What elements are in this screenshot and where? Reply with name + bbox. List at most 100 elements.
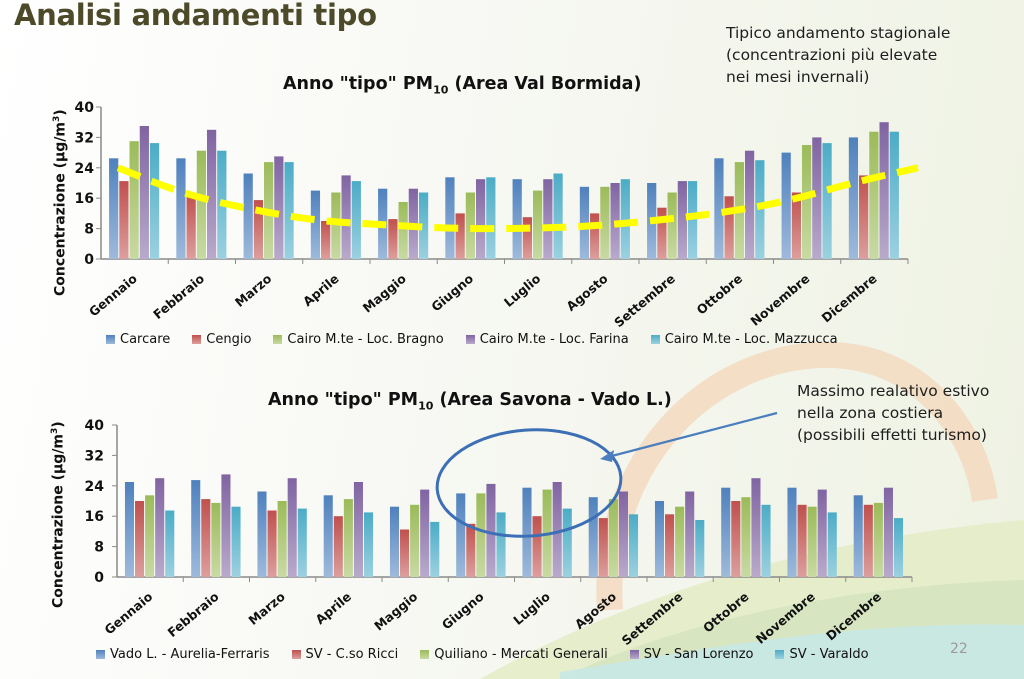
bar-sv-varaldo-gennaio (165, 510, 175, 577)
bar-sv-c-so-ricci-giugno (466, 523, 476, 577)
bar-quiliano-mercati-generali-agosto (608, 499, 618, 577)
bar-cengio-marzo (253, 200, 264, 259)
bar-vado-l-aurelia-ferraris-luglio (522, 487, 532, 577)
bar-quiliano-mercati-generali-ottobre (741, 497, 751, 577)
bar-sv-c-so-ricci-novembre (797, 504, 807, 577)
x-category-label: Settembre (619, 589, 686, 648)
legend-label: Cairo M.te - Loc. Bragno (287, 332, 444, 347)
legend-item: Cengio (192, 332, 251, 347)
y-tick-label: 8 (84, 222, 94, 238)
bar-vado-l-aurelia-ferraris-aprile (323, 495, 333, 577)
bar-cengio-dicembre (859, 175, 869, 259)
chart1-legend: Carcare Cengio Cairo M.te - Loc. Bragno Cai… (106, 332, 860, 347)
legend-label: SV - San Lorenzo (643, 647, 754, 662)
note-summer-maximum: Massimo realativo estivo nella zona cost… (797, 380, 1024, 446)
x-category-label: Maggio (371, 589, 421, 634)
legend-item: SV - C.so Ricci (291, 647, 399, 662)
bar-sv-varaldo-febbraio (231, 506, 241, 577)
legend-label: Cairo M.te - Loc. Mazzucca (664, 332, 838, 347)
bar-cairo-m-te-loc-farina-aprile (341, 175, 351, 259)
x-category-label: Agosto (572, 589, 620, 632)
bar-quiliano-mercati-generali-giugno (476, 493, 486, 577)
legend-swatch-icon (629, 650, 639, 659)
chart1-title: Anno "tipo" PM10 (Area Val Bormida) (283, 74, 641, 97)
bar-cairo-m-te-loc-farina-febbraio (206, 129, 217, 259)
bar-sv-san-lorenzo-luglio (552, 482, 562, 577)
bar-cairo-m-te-loc-mazzucca-agosto (620, 179, 630, 259)
bar-carcare-giugno (445, 177, 455, 259)
bar-sv-varaldo-novembre (827, 512, 837, 577)
note-line: (possibili effetti turismo) (797, 426, 987, 444)
legend-item: Quiliano - Mercati Generali (420, 647, 608, 662)
bar-sv-varaldo-luglio (562, 508, 572, 577)
bar-cairo-m-te-loc-mazzucca-gennaio (149, 143, 160, 259)
legend-swatch-icon (420, 650, 430, 659)
legend-item: Vado L. - Aurelia-Ferraris (96, 647, 270, 662)
note-line: Tipico andamento stagionale (726, 24, 951, 42)
legend-label: Cengio (206, 332, 252, 347)
note-line: nei mesi invernali) (726, 68, 870, 86)
bar-cengio-luglio (522, 217, 533, 259)
bar-sv-varaldo-marzo (297, 508, 307, 577)
bar-sv-varaldo-dicembre (893, 518, 904, 577)
bar-quiliano-mercati-generali-novembre (807, 506, 817, 577)
legend-swatch-icon (96, 650, 105, 659)
chart2-legend: Vado L. - Aurelia-Ferraris SV - C.so Ricc… (96, 647, 891, 662)
trend-line-seasonal (116, 164, 919, 233)
y-tick-label: 24 (85, 479, 105, 495)
bar-cairo-m-te-loc-mazzucca-dicembre (889, 131, 899, 259)
page-number: 22 (950, 641, 968, 657)
chart2-title-main: Anno "tipo" PM (268, 390, 419, 410)
y-tick-label: 24 (75, 161, 95, 177)
y-tick-label: 16 (85, 509, 104, 525)
x-category-label: Marzo (245, 589, 288, 628)
bar-cairo-m-te-loc-mazzucca-novembre (822, 143, 832, 259)
legend-label: Cairo M.te - Loc. Farina (479, 332, 629, 347)
bar-carcare-aprile (310, 190, 321, 259)
legend-label: Quiliano - Mercati Generali (434, 647, 608, 662)
note-line: (concentrazioni più elevate (726, 46, 938, 64)
bar-sv-varaldo-maggio (430, 521, 440, 577)
note-line: nella zona costiera (797, 404, 944, 422)
bar-cairo-m-te-loc-mazzucca-luglio (553, 173, 563, 259)
highlight-ellipse (435, 428, 623, 538)
bar-carcare-marzo (243, 173, 253, 259)
chart2-title: Anno "tipo" PM10 (Area Savona - Vado L.) (268, 390, 672, 413)
bar-sv-c-so-ricci-febbraio (201, 499, 211, 577)
bar-cairo-m-te-loc-farina-settembre (677, 181, 687, 259)
bar-sv-c-so-ricci-maggio (400, 529, 410, 577)
legend-swatch-icon (775, 650, 785, 659)
legend-item: Cairo M.te - Loc. Farina (465, 332, 629, 347)
bar-carcare-luglio (512, 179, 522, 259)
bar-sv-c-so-ricci-gennaio (135, 501, 145, 577)
bar-vado-l-aurelia-ferraris-settembre (654, 501, 665, 577)
bar-cairo-m-te-loc-bragno-settembre (667, 192, 677, 259)
teal-wave-decoration (560, 624, 1024, 679)
chart2-title-tail: (Area Savona - Vado L.) (433, 390, 672, 410)
legend-label: SV - Varaldo (789, 647, 869, 662)
legend-swatch-icon (106, 335, 115, 344)
bar-cairo-m-te-loc-farina-luglio (543, 179, 553, 259)
bar-sv-c-so-ricci-ottobre (731, 501, 741, 577)
bar-sv-c-so-ricci-aprile (333, 516, 343, 577)
bar-carcare-novembre (781, 152, 791, 259)
y-tick-label: 40 (85, 418, 105, 434)
bar-cairo-m-te-loc-farina-ottobre (744, 150, 755, 259)
bar-sv-san-lorenzo-giugno (486, 483, 496, 577)
chart1-title-tail: (Area Val Bormida) (448, 74, 642, 94)
slide-title: Analisi andamenti tipo (14, 0, 377, 32)
bar-sv-san-lorenzo-novembre (817, 489, 827, 577)
legend-label: SV - C.so Ricci (305, 647, 399, 662)
bar-carcare-ottobre (714, 158, 724, 259)
bar-cairo-m-te-loc-bragno-agosto (600, 186, 610, 259)
bar-cengio-aprile (321, 221, 331, 259)
bar-cairo-m-te-loc-bragno-gennaio (129, 141, 139, 259)
legend-swatch-icon (650, 335, 660, 344)
bar-sv-varaldo-ottobre (761, 504, 771, 577)
bar-cengio-novembre (791, 192, 802, 259)
bar-cairo-m-te-loc-farina-giugno (475, 179, 486, 259)
bar-sv-varaldo-aprile (363, 512, 374, 577)
legend-item: Cairo M.te - Loc. Bragno (273, 332, 444, 347)
bar-cairo-m-te-loc-bragno-febbraio (196, 150, 206, 259)
